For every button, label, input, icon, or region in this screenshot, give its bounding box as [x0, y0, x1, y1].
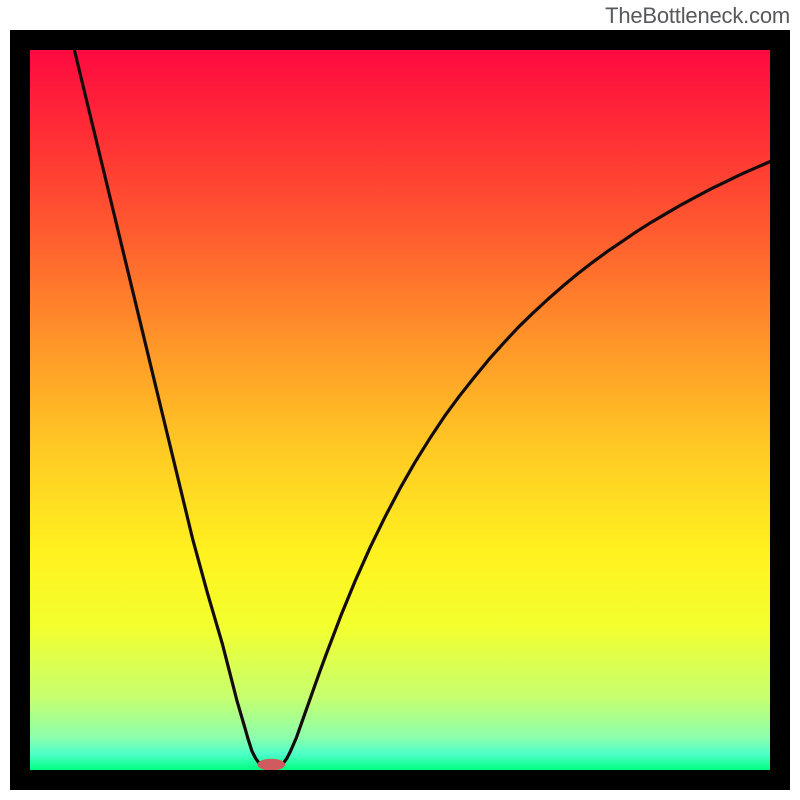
bottleneck-chart: [0, 0, 800, 800]
chart-background: [30, 50, 770, 770]
cusp-marker: [258, 759, 285, 770]
